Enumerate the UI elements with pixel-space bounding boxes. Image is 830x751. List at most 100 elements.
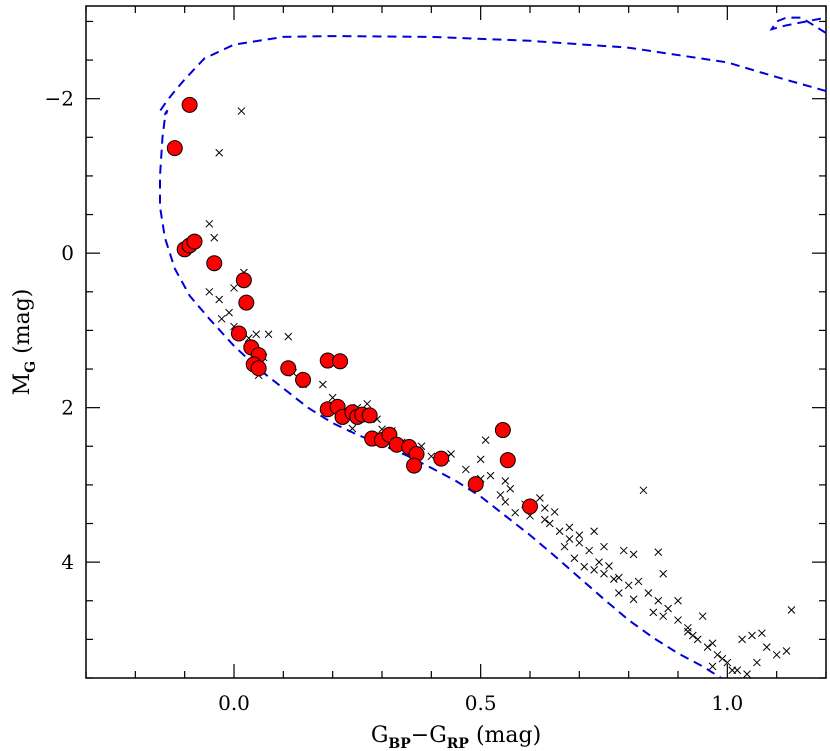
y-axis-label: MG (mag) bbox=[10, 289, 39, 396]
cross-point bbox=[284, 332, 293, 341]
cross-point bbox=[659, 612, 668, 621]
cross-point bbox=[654, 596, 663, 605]
cross-point bbox=[536, 494, 544, 502]
cross-point bbox=[496, 491, 505, 499]
circle-point bbox=[467, 476, 484, 493]
x-axis-label-mid: −G bbox=[411, 723, 447, 748]
isochrone-line bbox=[158, 35, 826, 678]
cross-point bbox=[629, 595, 638, 604]
cross-point bbox=[693, 635, 702, 644]
cross-point bbox=[748, 631, 756, 640]
x-axis-label-sub2: RP bbox=[447, 736, 470, 751]
axis-ticks bbox=[85, 6, 827, 679]
axis-tick-labels: 0.0 0.5 1.0 −2 0 2 4 bbox=[45, 87, 744, 715]
cross-point bbox=[664, 604, 672, 613]
cross-point bbox=[634, 577, 643, 586]
cross-point bbox=[698, 612, 707, 621]
circle-markers bbox=[166, 96, 538, 515]
cross-point bbox=[649, 608, 658, 617]
cross-point bbox=[610, 575, 618, 583]
cross-point bbox=[501, 498, 510, 506]
cross-point bbox=[580, 562, 589, 571]
cross-point bbox=[787, 606, 796, 614]
cross-point bbox=[205, 287, 214, 296]
cross-point bbox=[590, 566, 598, 574]
cross-point bbox=[570, 554, 579, 563]
cross-point bbox=[708, 662, 717, 671]
cross-point bbox=[639, 486, 648, 495]
cross-point bbox=[605, 562, 613, 570]
cross-point bbox=[659, 569, 668, 578]
cross-point bbox=[511, 508, 520, 517]
circle-point bbox=[235, 272, 252, 289]
cross-point bbox=[501, 477, 510, 485]
circle-point bbox=[332, 353, 349, 370]
cross-point bbox=[684, 627, 692, 636]
cross-markers bbox=[205, 107, 796, 678]
cross-point bbox=[624, 581, 633, 590]
cross-point bbox=[728, 666, 737, 675]
cross-point bbox=[565, 523, 574, 532]
cross-point bbox=[743, 670, 751, 678]
cross-point bbox=[575, 538, 584, 547]
cross-point bbox=[595, 558, 603, 566]
cross-point bbox=[540, 504, 549, 512]
cross-point bbox=[575, 531, 584, 539]
cross-point bbox=[225, 308, 233, 317]
circle-point bbox=[238, 294, 255, 311]
cross-point bbox=[252, 330, 261, 339]
cross-point bbox=[688, 631, 697, 640]
circle-point bbox=[295, 371, 312, 388]
y-tick-label: 0 bbox=[61, 241, 74, 265]
circle-point bbox=[406, 457, 423, 474]
cross-point bbox=[703, 643, 712, 651]
cross-point bbox=[629, 550, 638, 559]
cross-point bbox=[684, 623, 692, 632]
cross-point bbox=[585, 546, 594, 555]
circle-point bbox=[280, 360, 297, 377]
isochrone-line bbox=[769, 16, 826, 34]
cross-point bbox=[674, 616, 682, 624]
y-axis-label-unit: (mag) bbox=[10, 289, 35, 361]
cross-point bbox=[215, 148, 224, 157]
circle-point bbox=[206, 255, 223, 272]
cross-point bbox=[614, 573, 623, 582]
cross-point bbox=[718, 654, 727, 663]
cross-point bbox=[217, 314, 226, 323]
cross-point bbox=[758, 629, 766, 638]
cross-point bbox=[644, 589, 653, 597]
isochrone-lines bbox=[158, 16, 826, 678]
cross-point bbox=[600, 569, 608, 578]
cross-point bbox=[540, 515, 549, 524]
x-axis-label-unit: (mag) bbox=[469, 723, 541, 748]
cross-point bbox=[215, 295, 224, 304]
cross-point bbox=[614, 589, 623, 597]
cross-point bbox=[550, 508, 559, 516]
cross-point bbox=[782, 647, 791, 655]
cross-point bbox=[264, 330, 273, 339]
cross-point bbox=[654, 548, 663, 556]
y-axis-label-sub: G bbox=[23, 361, 39, 373]
circle-point bbox=[186, 233, 203, 250]
x-axis-label-main: G bbox=[371, 723, 389, 748]
circle-point bbox=[250, 360, 267, 377]
cross-point bbox=[506, 484, 515, 493]
cross-point bbox=[545, 519, 554, 528]
cross-point bbox=[708, 639, 717, 648]
cross-point bbox=[600, 542, 608, 551]
circle-point bbox=[230, 325, 247, 342]
cross-point bbox=[481, 436, 490, 444]
y-tick-label: −2 bbox=[45, 87, 74, 111]
cross-point bbox=[318, 380, 327, 389]
cross-point bbox=[230, 284, 238, 292]
x-tick-label: 1.0 bbox=[711, 691, 743, 715]
cross-point bbox=[237, 107, 246, 115]
cross-point bbox=[555, 527, 564, 536]
cross-point bbox=[590, 527, 598, 536]
x-tick-label: 0.0 bbox=[218, 691, 250, 715]
cross-point bbox=[753, 658, 761, 667]
x-tick-label: 0.5 bbox=[465, 691, 497, 715]
circle-point bbox=[433, 450, 450, 467]
cross-point bbox=[363, 399, 372, 408]
